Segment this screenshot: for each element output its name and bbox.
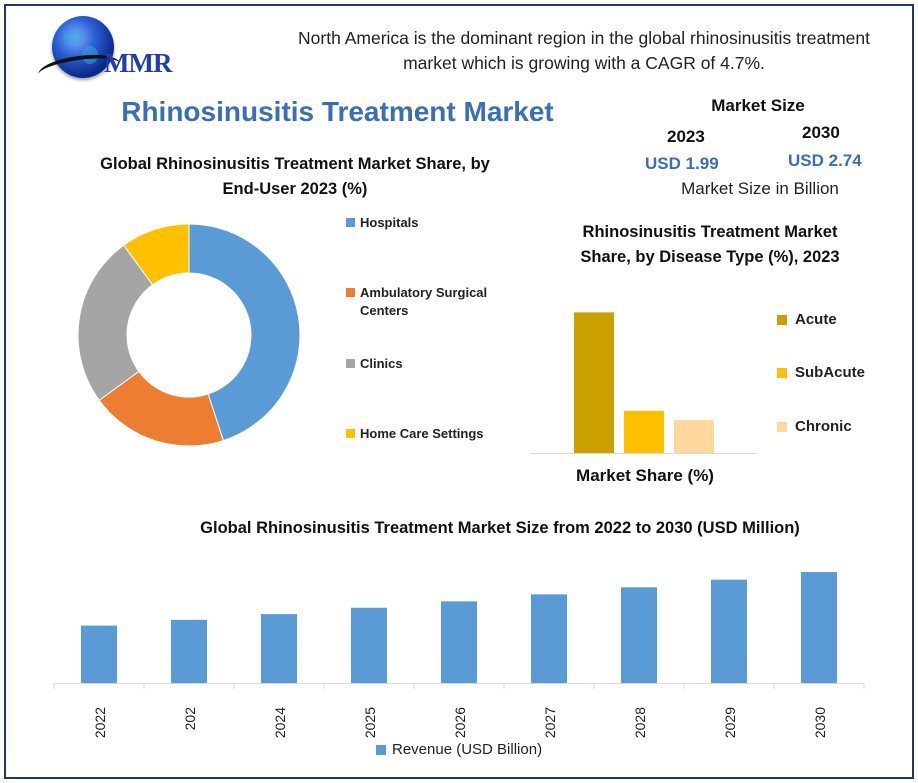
- legend-swatch: [346, 429, 355, 438]
- revenue-legend-swatch: [376, 744, 386, 755]
- revenue-x-tick-label: 2026: [452, 707, 468, 738]
- donut-legend-item: Clinics: [346, 355, 496, 373]
- legend-label: SubAcute: [795, 364, 866, 381]
- market-size-year-2030: 2030: [802, 123, 840, 142]
- donut-chart-title: Global Rhinosinusitis Treatment Market S…: [100, 155, 490, 198]
- revenue-bar-2029: [711, 579, 747, 683]
- legend-swatch: [346, 218, 355, 227]
- legend-swatch: [346, 288, 355, 297]
- disease-chart-xlabel: Market Share (%): [576, 466, 714, 485]
- revenue-bar-2024: [261, 614, 297, 683]
- legend-swatch: [346, 359, 355, 368]
- revenue-bar-2025: [351, 607, 387, 683]
- donut-slice-home-care-settings: [123, 223, 190, 286]
- revenue-x-tick-label: 2030: [812, 707, 828, 738]
- revenue-bar-2030: [801, 572, 837, 683]
- legend-label: Clinics: [360, 356, 403, 371]
- disease-bar-acute: [574, 312, 614, 453]
- revenue-bar-2027: [531, 594, 567, 683]
- revenue-x-tick-label: 202: [182, 707, 198, 731]
- donut-legend-item: Ambulatory Surgical Centers: [346, 284, 496, 320]
- globe-icon: [52, 16, 114, 78]
- revenue-chart-title: Global Rhinosinusitis Treatment Market S…: [200, 519, 800, 537]
- revenue-bar-2022: [81, 625, 117, 683]
- legend-label: Hospitals: [360, 215, 419, 230]
- market-size-value-2030: USD 2.74: [788, 151, 862, 170]
- donut-legend-item: Hospitals: [346, 214, 496, 232]
- legend-swatch: [777, 421, 787, 432]
- disease-legend-item: Chronic: [777, 418, 852, 435]
- revenue-x-tick-label: 2029: [722, 707, 738, 738]
- revenue-legend-label: Revenue (USD Billion): [392, 741, 543, 758]
- legend-label: Home Care Settings: [360, 426, 484, 441]
- legend-label: Ambulatory Surgical Centers: [360, 285, 488, 318]
- market-size-value-2023: USD 1.99: [645, 154, 719, 173]
- disease-legend-item: Acute: [777, 311, 837, 328]
- revenue-legend: Revenue (USD Billion): [376, 741, 542, 758]
- revenue-x-tick-label: 2025: [362, 707, 378, 738]
- revenue-bar-chart: 2022 202 2024 2025 2026 2027 2028 2029 2030: [53, 572, 865, 738]
- disease-bar-chronic: [674, 420, 714, 453]
- revenue-bar-202: [171, 619, 207, 683]
- revenue-x-tick-label: 2022: [92, 707, 108, 738]
- legend-label: Chronic: [795, 418, 852, 435]
- donut-legend-item: Home Care Settings: [346, 425, 496, 443]
- revenue-bar-2028: [621, 587, 657, 683]
- logo-text: MMR: [104, 48, 172, 78]
- market-size-year-2023: 2023: [667, 127, 705, 146]
- donut-slice-hospitals: [188, 223, 301, 442]
- disease-bar-subacute: [624, 410, 664, 453]
- disease-chart-title: Rhinosinusitis Treatment Market Share, b…: [580, 223, 840, 266]
- revenue-x-tick-label: 2028: [632, 707, 648, 738]
- legend-swatch: [777, 314, 787, 325]
- revenue-bar-2026: [441, 601, 477, 683]
- revenue-x-tick-label: 2027: [542, 707, 558, 738]
- headline: North America is the dominant region in …: [298, 28, 870, 73]
- donut-slice-clinics: [77, 244, 154, 401]
- disease-bar-chart: [530, 312, 756, 454]
- page-title: Rhinosinusitis Treatment Market: [121, 96, 554, 127]
- disease-legend-item: SubAcute: [777, 364, 865, 381]
- market-size-title: Market Size: [711, 96, 805, 115]
- revenue-x-tick-label: 2024: [272, 707, 288, 738]
- donut-chart: [77, 223, 301, 447]
- legend-label: Acute: [795, 311, 837, 328]
- legend-swatch: [777, 367, 787, 378]
- market-size-note: Market Size in Billion: [681, 179, 839, 198]
- mmr-logo: MMR: [36, 12, 188, 88]
